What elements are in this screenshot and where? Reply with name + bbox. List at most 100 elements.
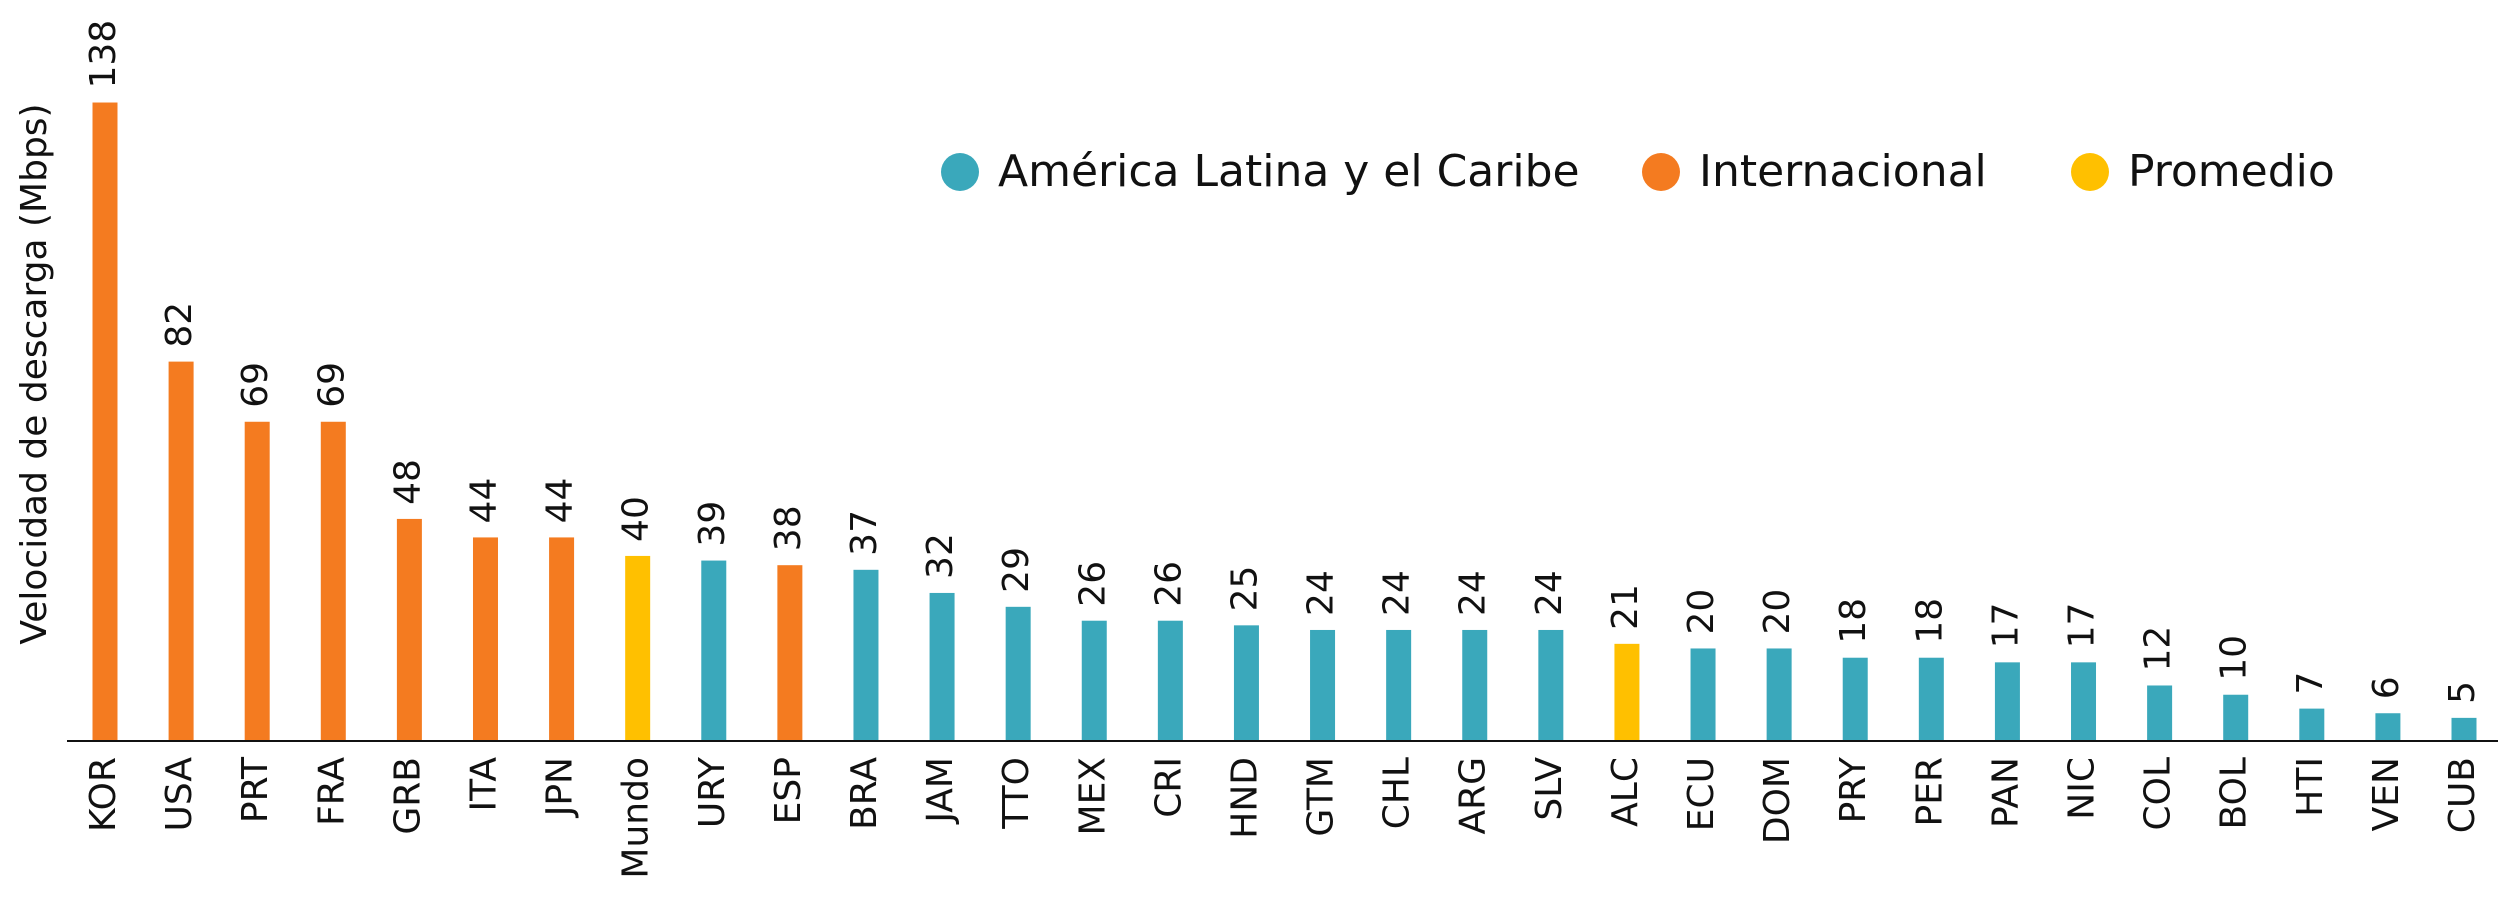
x-tick-label: CUB	[2442, 757, 2483, 833]
legend-label: Promedio	[2128, 146, 2335, 197]
bar	[2071, 662, 2097, 741]
value-label: 21	[1605, 584, 1646, 630]
x-tick-label: PRT	[235, 756, 276, 823]
value-label: 24	[1377, 570, 1418, 616]
bar	[396, 518, 422, 741]
x-tick-label: PRY	[1833, 756, 1874, 823]
bar	[929, 592, 955, 741]
value-label: 18	[1909, 598, 1950, 644]
value-label: 7	[2290, 672, 2331, 695]
x-tick-label: FRA	[311, 757, 352, 826]
bar	[168, 361, 194, 741]
value-label: 38	[768, 505, 809, 551]
bar	[2375, 713, 2401, 741]
x-tick-label: GTM	[1301, 757, 1342, 837]
bar	[1766, 648, 1792, 741]
x-tick-label: BRA	[844, 757, 885, 830]
bar	[92, 102, 118, 741]
value-label: 10	[2214, 635, 2255, 681]
value-label: 40	[616, 496, 657, 542]
value-label: 44	[463, 478, 504, 524]
bar	[1842, 657, 1868, 741]
value-label: 69	[311, 362, 352, 408]
x-tick-label: VEN	[2366, 757, 2407, 831]
bar	[1081, 620, 1107, 741]
value-label: 17	[2062, 603, 2103, 649]
legend-marker	[2071, 153, 2109, 191]
x-tick-label: GRB	[387, 757, 428, 835]
bar	[853, 569, 879, 741]
x-tick-label: PER	[1909, 757, 1950, 826]
value-label: 138	[83, 20, 124, 89]
value-label: 44	[540, 478, 581, 524]
legend-marker	[1642, 153, 1680, 191]
value-label: 24	[1301, 570, 1342, 616]
bar	[2451, 717, 2477, 741]
bar	[1157, 620, 1183, 741]
x-tick-label: ESP	[768, 757, 809, 824]
bar	[320, 421, 346, 741]
value-label: 37	[844, 510, 885, 556]
bar	[244, 421, 270, 741]
bar	[1462, 629, 1488, 741]
x-tick-label: ARG	[1453, 757, 1494, 835]
value-label: 18	[1833, 598, 1874, 644]
x-tick-label: ECU	[1681, 757, 1722, 831]
bar	[472, 537, 498, 741]
x-tick-label: USA	[159, 757, 200, 832]
x-tick-label: PAN	[1985, 757, 2026, 828]
x-tick-label: COL	[2138, 757, 2179, 831]
x-tick-label: ITA	[463, 757, 504, 812]
x-tick-label: JPN	[540, 757, 581, 818]
bar	[2223, 694, 2249, 741]
value-label: 39	[692, 501, 733, 547]
x-tick-label: Mundo	[616, 757, 657, 879]
bar	[1233, 625, 1259, 741]
legend-label: América Latina y el Caribe	[998, 146, 1580, 197]
x-tick-label: TTO	[996, 757, 1037, 830]
bar	[1994, 662, 2020, 741]
x-tick-label: KOR	[83, 757, 124, 832]
bar	[1310, 629, 1336, 741]
x-tick-label: BOL	[2214, 757, 2255, 829]
x-tick-label: DOM	[1757, 757, 1798, 844]
x-tick-label: URY	[692, 756, 733, 828]
x-tick-label: HTI	[2290, 757, 2331, 817]
value-label: 25	[1224, 566, 1265, 612]
value-label: 26	[1148, 561, 1189, 607]
bar	[1690, 648, 1716, 741]
bar	[777, 565, 803, 741]
value-label: 69	[235, 362, 276, 408]
x-tick-label: HND	[1224, 757, 1265, 839]
legend-label: Internacional	[1699, 146, 1987, 197]
bar	[701, 560, 727, 741]
value-label: 17	[1985, 603, 2026, 649]
bar	[2147, 685, 2173, 741]
value-label: 20	[1757, 589, 1798, 635]
x-tick-label: NIC	[2062, 757, 2103, 820]
value-label: 29	[996, 547, 1037, 593]
value-label: 26	[1072, 561, 1113, 607]
bar	[1005, 606, 1031, 741]
bar	[1918, 657, 1944, 741]
bar	[1538, 629, 1564, 741]
value-label: 48	[387, 459, 428, 505]
x-tick-label: MEX	[1072, 757, 1113, 835]
x-tick-label: CHL	[1377, 757, 1418, 829]
value-label: 12	[2138, 626, 2179, 672]
value-label: 82	[159, 302, 200, 348]
bar	[1386, 629, 1412, 741]
value-label: 6	[2366, 676, 2407, 699]
bar	[2299, 708, 2325, 741]
x-tick-label: JAM	[920, 757, 961, 825]
value-label: 32	[920, 533, 961, 579]
y-axis-label: Velocidad de descarga (Mbps)	[14, 103, 55, 644]
value-label: 20	[1681, 589, 1722, 635]
x-tick-label: ALC	[1605, 757, 1646, 827]
value-label: 5	[2442, 681, 2483, 704]
legend-marker	[941, 153, 979, 191]
value-label: 24	[1453, 570, 1494, 616]
x-tick-label: CRI	[1148, 757, 1189, 818]
x-tick-label: SLV	[1529, 757, 1570, 821]
